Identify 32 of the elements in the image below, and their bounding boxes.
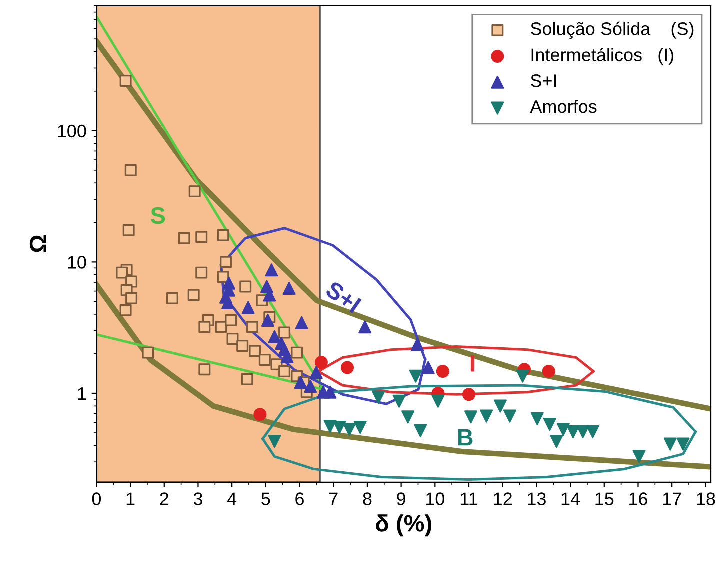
x-axis-title: δ (%) xyxy=(376,514,432,537)
x-tick-label: 16 xyxy=(630,492,648,506)
annotation: B xyxy=(458,429,473,446)
x-tick-label: 9 xyxy=(397,492,406,506)
legend-label: Solução Sólida (S) xyxy=(530,22,694,39)
legend-label: S+I xyxy=(530,74,556,88)
y-axis-title: Ω xyxy=(30,236,46,253)
x-tick-label: 15 xyxy=(596,492,614,506)
x-tick-label: 11 xyxy=(461,492,478,506)
y-tick-label: 100 xyxy=(58,124,86,138)
x-tick-label: 6 xyxy=(296,492,304,506)
x-tick-label: 12 xyxy=(494,492,512,506)
x-tick-label: 14 xyxy=(562,492,580,506)
y-tick-label: 10 xyxy=(68,256,86,269)
x-tick-label: 17 xyxy=(663,492,682,506)
x-tick-label: 2 xyxy=(160,492,168,506)
x-tick-label: 5 xyxy=(262,492,270,506)
y-tick-label: 1 xyxy=(78,388,86,400)
x-tick-label: 1 xyxy=(126,492,135,506)
legend-label: Amorfos xyxy=(530,100,597,114)
x-tick-label: 3 xyxy=(194,492,202,506)
x-tick-label: 4 xyxy=(227,492,237,506)
x-tick-label: 8 xyxy=(363,492,372,506)
x-tick-label: 18 xyxy=(697,492,716,506)
legend-label: Intermetálicos (I) xyxy=(532,48,674,66)
x-tick-label: 13 xyxy=(528,492,546,506)
annotation: S+I xyxy=(324,280,362,314)
x-tick-label: 0 xyxy=(92,492,102,506)
annotation: I xyxy=(470,355,474,372)
x-tick-label: 10 xyxy=(426,492,444,506)
x-tick-label: 7 xyxy=(330,492,338,506)
annotation: S xyxy=(150,207,166,224)
